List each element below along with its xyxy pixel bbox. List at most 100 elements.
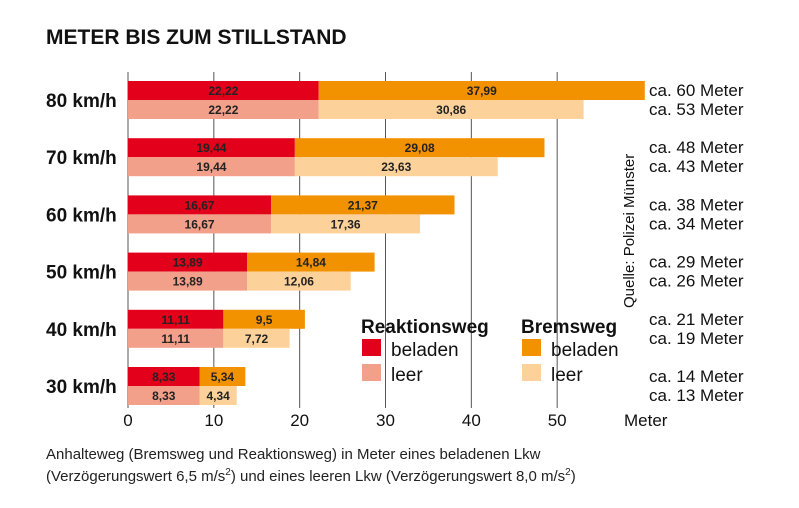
x-axis-ticks: 0 10 20 30 40 50	[123, 411, 566, 430]
bar-braking-loaded-4	[223, 309, 305, 329]
total-label-empty-5: ca. 13 Meter	[649, 386, 744, 405]
bar-reaction-loaded-3	[128, 252, 248, 272]
label-braking-empty-0: 30,86	[436, 103, 466, 117]
category-label-2: 60 km/h	[46, 205, 117, 226]
bar-reaction-empty-3	[128, 271, 248, 291]
x-tick-label-10: 10	[204, 411, 223, 430]
label-reaction-loaded-5: 8,33	[152, 370, 176, 384]
label-reaction-loaded-2: 16,67	[185, 198, 215, 212]
bar-braking-empty-3	[247, 271, 351, 291]
x-tick-label-50: 50	[548, 411, 567, 430]
bar-reaction-loaded-1	[128, 138, 295, 158]
label-braking-loaded-5: 5,34	[211, 370, 235, 384]
bar-braking-loaded-2	[271, 195, 455, 215]
label-braking-empty-4: 7,72	[245, 332, 269, 346]
legend-swatch-reaction-loaded	[362, 339, 381, 356]
category-labels: 80 km/h 70 km/h 60 km/h 50 km/h 40 km/h 30 km…	[46, 91, 117, 398]
label-braking-loaded-3: 14,84	[296, 256, 326, 270]
label-reaction-loaded-4: 11,11	[161, 313, 190, 327]
bar-braking-loaded-1	[294, 138, 545, 158]
label-reaction-empty-4: 11,11	[161, 332, 190, 346]
bar-reaction-empty-5	[128, 386, 200, 405]
label-braking-loaded-2: 21,37	[348, 198, 378, 212]
total-label-empty-4: ca. 19 Meter	[649, 329, 744, 348]
caption-part-a: (Verzögerungswert 6,5 m/s	[46, 468, 225, 485]
legend-swatch-reaction-empty	[362, 364, 381, 381]
bar-braking-empty-0	[318, 100, 584, 119]
label-reaction-loaded-0: 22,22	[208, 84, 238, 98]
bar-reaction-empty-0	[128, 100, 319, 119]
label-braking-empty-2: 17,36	[331, 217, 361, 231]
bar-braking-empty-5	[199, 386, 237, 405]
total-label-loaded-1: ca. 48 Meter	[649, 138, 744, 157]
caption-part-b: ) und eines leeren Lkw (Verzögerungswert…	[231, 468, 565, 485]
category-label-1: 70 km/h	[46, 148, 117, 169]
label-reaction-loaded-1: 19,44	[196, 141, 226, 155]
total-label-loaded-5: ca. 14 Meter	[649, 367, 744, 386]
category-label-4: 40 km/h	[46, 320, 117, 341]
bar-reaction-empty-1	[128, 157, 295, 177]
label-reaction-loaded-3: 13,89	[173, 256, 203, 270]
total-label-loaded-4: ca. 21 Meter	[649, 310, 744, 329]
label-reaction-empty-2: 16,67	[185, 217, 215, 231]
x-tick-label-40: 40	[462, 411, 481, 430]
legend-label-braking-loaded: beladen	[551, 340, 619, 361]
caption-part-c: )	[571, 468, 576, 485]
bar-braking-empty-1	[294, 157, 498, 177]
total-label-empty-2: ca. 34 Meter	[649, 214, 744, 233]
legend-swatch-braking-loaded	[522, 339, 541, 356]
legend-swatch-braking-empty	[522, 364, 541, 381]
label-reaction-empty-5: 8,33	[152, 389, 176, 403]
legend: Reaktionsweg beladen leer Bremsweg belad…	[361, 317, 619, 386]
total-label-loaded-0: ca. 60 Meter	[649, 81, 744, 100]
bar-braking-empty-4	[223, 328, 290, 348]
label-braking-loaded-0: 37,99	[467, 84, 497, 98]
bar-braking-loaded-0	[318, 81, 645, 100]
bar-reaction-loaded-4	[128, 309, 224, 329]
label-braking-empty-1: 23,63	[381, 160, 411, 174]
caption-line-1: Anhalteweg (Bremsweg und Reaktionsweg) i…	[46, 446, 541, 463]
caption-superscript-2: 2	[565, 467, 571, 478]
legend-label-reaction-empty: leer	[391, 365, 423, 386]
label-reaction-empty-1: 19,44	[196, 160, 226, 174]
bar-reaction-empty-4	[128, 328, 224, 348]
x-axis-label: Meter	[624, 411, 668, 430]
legend-label-reaction-loaded: beladen	[391, 340, 459, 361]
caption-line-2: (Verzögerungswert 6,5 m/s2) und eines le…	[46, 467, 576, 485]
x-tick-label-0: 0	[123, 411, 132, 430]
bar-reaction-loaded-5	[128, 367, 200, 386]
bar-braking-loaded-3	[247, 252, 375, 272]
bars: 22,22 37,99 22,22 30,86 19,44 29,08 19,44 23,63…	[128, 81, 645, 405]
label-braking-loaded-1: 29,08	[405, 141, 435, 155]
category-label-0: 80 km/h	[46, 91, 117, 112]
label-braking-empty-5: 4,34	[206, 389, 230, 403]
legend-label-braking-empty: leer	[551, 365, 583, 386]
legend-title-braking: Bremsweg	[521, 317, 617, 338]
bar-braking-loaded-5	[199, 367, 246, 386]
label-braking-empty-3: 12,06	[284, 275, 314, 289]
total-label-empty-1: ca. 43 Meter	[649, 157, 744, 176]
label-reaction-empty-0: 22,22	[208, 103, 238, 117]
label-braking-loaded-4: 9,5	[256, 313, 273, 327]
caption-superscript-1: 2	[225, 467, 231, 478]
source-label: Quelle: Polizei Münster	[621, 154, 638, 308]
total-label-loaded-3: ca. 29 Meter	[649, 253, 744, 272]
category-label-5: 30 km/h	[46, 377, 117, 398]
chart-title: METER BIS ZUM STILLSTAND	[46, 26, 347, 49]
x-tick-label-30: 30	[376, 411, 395, 430]
bar-reaction-loaded-2	[128, 195, 272, 215]
x-tick-label-20: 20	[290, 411, 309, 430]
total-label-loaded-2: ca. 38 Meter	[649, 195, 744, 214]
bar-braking-empty-2	[271, 214, 421, 234]
category-label-3: 50 km/h	[46, 263, 117, 284]
total-label-empty-3: ca. 26 Meter	[649, 272, 744, 291]
bar-reaction-loaded-0	[128, 81, 319, 100]
label-reaction-empty-3: 13,89	[173, 275, 203, 289]
total-label-empty-0: ca. 53 Meter	[649, 100, 744, 119]
grid-lines	[127, 72, 558, 408]
bar-reaction-empty-2	[128, 214, 272, 234]
legend-title-reaction: Reaktionsweg	[361, 317, 489, 338]
